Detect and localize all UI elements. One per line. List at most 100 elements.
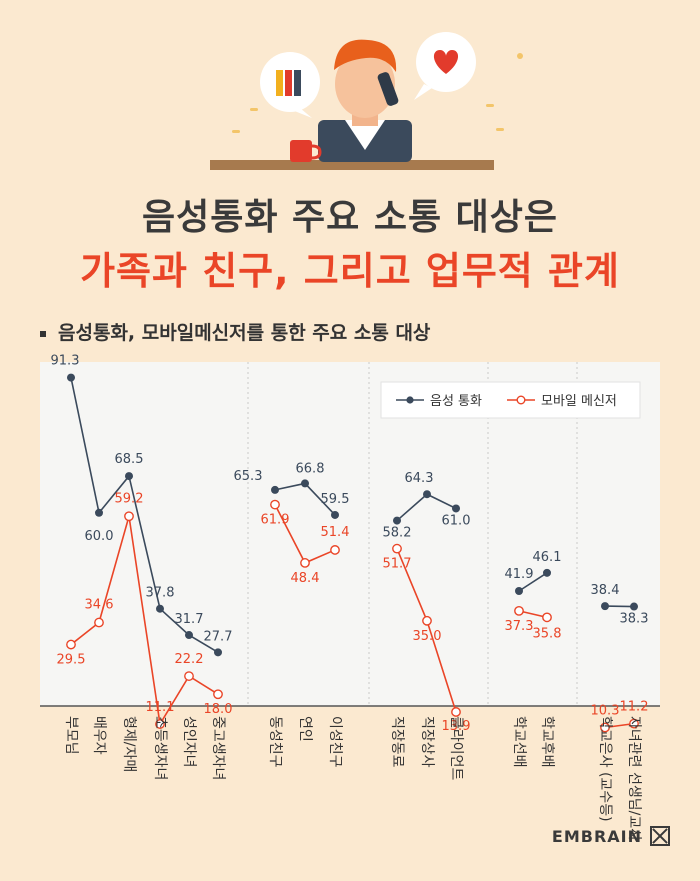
series-line	[70, 516, 219, 727]
chart-subtitle: 음성통화, 모바일메신저를 통한 주요 소통 대상	[40, 318, 430, 345]
data-label-voice: 46.1	[533, 550, 562, 565]
x-tick-label: 연인	[297, 716, 313, 742]
data-point-messenger	[213, 689, 223, 700]
legend-label-voice: 음성 통화	[430, 394, 482, 409]
data-label-messenger: 13.9	[442, 719, 471, 734]
data-point-voice	[156, 604, 164, 613]
data-label-voice: 68.5	[115, 452, 144, 467]
data-point-messenger	[270, 499, 280, 510]
data-point-voice	[331, 510, 339, 519]
chart-subtitle-text: 음성통화, 모바일메신저를 통한 주요 소통 대상	[58, 322, 431, 344]
data-label-messenger: 18.0	[204, 702, 233, 717]
data-point-voice	[67, 373, 75, 382]
x-tick-label: 초등생자녀	[152, 716, 168, 780]
legend-label-messenger: 모바일 메신저	[541, 394, 617, 409]
brand-name: EMBRAIN	[551, 826, 642, 846]
data-label-voice: 66.8	[296, 461, 325, 476]
data-label-messenger: 34.6	[85, 598, 114, 613]
series-line	[70, 377, 219, 654]
brand-mark-icon	[650, 826, 670, 846]
data-point-voice	[214, 648, 222, 657]
data-label-voice: 65.3	[234, 469, 263, 484]
heart-bubble-icon	[414, 32, 476, 100]
data-point-voice	[601, 602, 609, 611]
data-point-voice	[301, 479, 309, 488]
x-tick-label: 학교선배	[511, 716, 527, 768]
data-label-voice: 41.9	[505, 567, 534, 582]
data-point-voice	[515, 586, 523, 595]
data-label-messenger: 22.2	[175, 652, 204, 667]
data-point-voice	[543, 568, 551, 577]
data-label-voice: 31.7	[175, 612, 204, 627]
series-line	[518, 572, 548, 592]
data-point-voice	[185, 631, 193, 640]
data-label-messenger: 29.5	[57, 653, 86, 668]
data-point-messenger	[422, 615, 432, 626]
x-tick-label: 직장동료	[389, 716, 405, 768]
data-point-messenger	[184, 671, 194, 681]
data-point-messenger	[94, 617, 104, 628]
data-point-messenger	[392, 543, 402, 554]
x-tick-label: 성인자녀	[181, 716, 197, 768]
data-label-messenger: 59.2	[115, 491, 144, 506]
data-point-voice	[95, 508, 103, 517]
legend-marker-voice	[406, 396, 414, 404]
data-point-voice	[393, 516, 401, 525]
x-tick-label: 부모님	[63, 716, 79, 755]
x-tick-label: 자녀관련 선생님/교사	[626, 716, 642, 841]
data-label-voice: 38.3	[620, 612, 649, 627]
mug-icon	[290, 140, 322, 162]
data-point-voice	[271, 485, 279, 494]
data-label-messenger: 51.7	[383, 557, 412, 572]
x-tick-label: 학교은사 (교수등)	[597, 716, 613, 822]
data-label-voice: 61.0	[442, 513, 471, 528]
data-label-messenger: 11.1	[146, 700, 175, 715]
decor-dots	[232, 53, 523, 133]
brand-logo: EMBRAIN	[552, 826, 670, 846]
data-label-voice: 38.4	[591, 583, 620, 598]
data-point-messenger	[155, 719, 165, 729]
data-point-voice	[423, 490, 431, 499]
x-tick-label: 클라이언트	[448, 716, 464, 781]
data-label-voice: 37.8	[146, 586, 175, 601]
x-tick-label: 직장상사	[419, 716, 435, 768]
header-illustration	[210, 32, 523, 170]
x-tick-label: 동성친구	[267, 716, 283, 768]
data-label-messenger: 10.3	[591, 704, 620, 719]
data-label-voice: 59.5	[321, 492, 350, 507]
data-point-messenger	[514, 605, 524, 616]
data-point-messenger	[330, 545, 340, 555]
data-label-messenger: 35.8	[533, 626, 562, 641]
data-point-messenger	[600, 722, 610, 733]
data-point-messenger	[542, 612, 552, 623]
data-label-voice: 27.7	[204, 629, 233, 644]
bullet-icon	[40, 330, 46, 337]
data-label-messenger: 11.2	[620, 700, 649, 715]
page-headline: 가족과 친구, 그리고 업무적 관계	[80, 249, 620, 293]
x-tick-label: 학교후배	[539, 716, 555, 768]
data-label-voice: 64.3	[405, 471, 434, 486]
x-tick-label: 배우자	[91, 716, 107, 755]
data-label-messenger: 37.3	[505, 619, 534, 634]
data-label-voice: 60.0	[85, 529, 114, 544]
data-point-messenger	[451, 707, 461, 717]
x-tick-label: 중고생자녀	[210, 716, 226, 780]
data-point-messenger	[300, 558, 310, 568]
page-title: 음성통화 주요 소통 대상은	[142, 197, 558, 238]
x-tick-label: 이성친구	[327, 716, 343, 768]
data-point-messenger	[629, 718, 639, 729]
data-label-messenger: 61.9	[261, 513, 290, 528]
data-point-messenger	[66, 639, 76, 650]
person-illustration	[318, 39, 412, 162]
data-point-voice	[125, 472, 133, 481]
desk	[210, 160, 494, 170]
data-point-voice	[452, 504, 460, 513]
legend-marker-messenger	[516, 395, 526, 405]
data-point-voice	[630, 602, 638, 611]
x-tick-label: 형제/자매	[121, 716, 137, 772]
data-label-voice: 91.3	[51, 354, 80, 369]
data-label-messenger: 35.0	[413, 629, 442, 644]
data-label-messenger: 48.4	[291, 571, 320, 586]
data-label-messenger: 51.4	[321, 525, 350, 540]
